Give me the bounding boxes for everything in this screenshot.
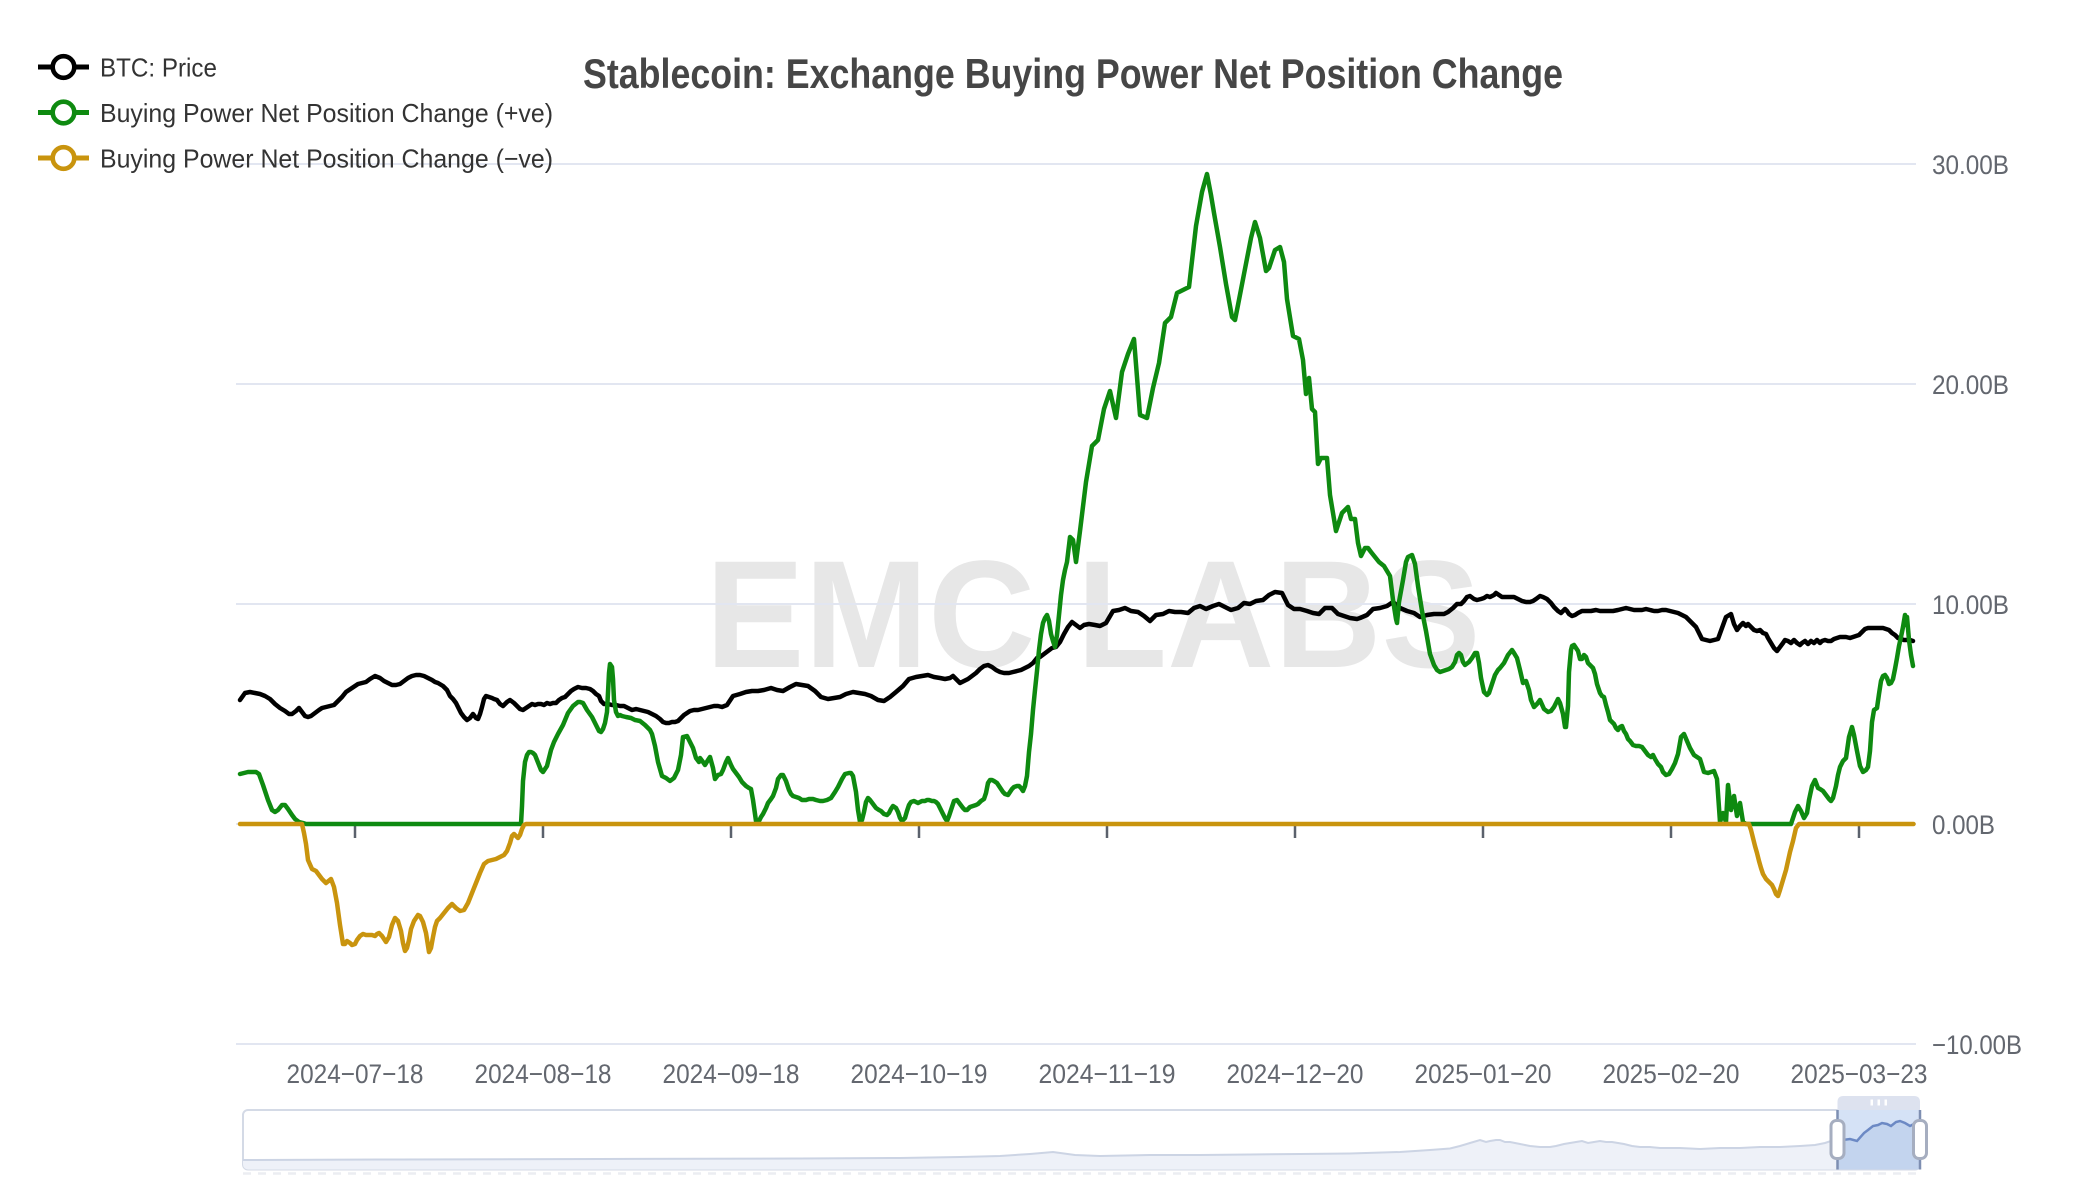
- svg-text:20.00B: 20.00B: [1932, 370, 2009, 400]
- svg-text:2025−03−23: 2025−03−23: [1791, 1059, 1928, 1089]
- svg-text:2024−10−19: 2024−10−19: [851, 1059, 988, 1089]
- svg-text:2024−07−18: 2024−07−18: [287, 1059, 424, 1089]
- svg-text:2024−08−18: 2024−08−18: [475, 1059, 612, 1089]
- svg-text:2024−12−20: 2024−12−20: [1227, 1059, 1364, 1089]
- svg-text:2024−09−18: 2024−09−18: [663, 1059, 800, 1089]
- svg-text:Buying Power Net Position Chan: Buying Power Net Position Change (+ve): [100, 98, 553, 128]
- svg-text:10.00B: 10.00B: [1932, 590, 2009, 620]
- svg-text:Stablecoin: Exchange Buying Po: Stablecoin: Exchange Buying Power Net Po…: [583, 50, 1563, 97]
- svg-text:0.00B: 0.00B: [1932, 810, 1995, 840]
- svg-text:BTC: Price: BTC: Price: [100, 53, 217, 83]
- svg-text:2025−01−20: 2025−01−20: [1415, 1059, 1552, 1089]
- svg-text:−10.00B: −10.00B: [1932, 1030, 2022, 1060]
- svg-text:EMC LABS: EMC LABS: [706, 529, 1481, 700]
- svg-text:2024−11−19: 2024−11−19: [1039, 1059, 1176, 1089]
- svg-text:30.00B: 30.00B: [1932, 150, 2009, 180]
- svg-text:Buying Power Net Position Chan: Buying Power Net Position Change (−ve): [100, 144, 553, 174]
- svg-text:2025−02−20: 2025−02−20: [1603, 1059, 1740, 1089]
